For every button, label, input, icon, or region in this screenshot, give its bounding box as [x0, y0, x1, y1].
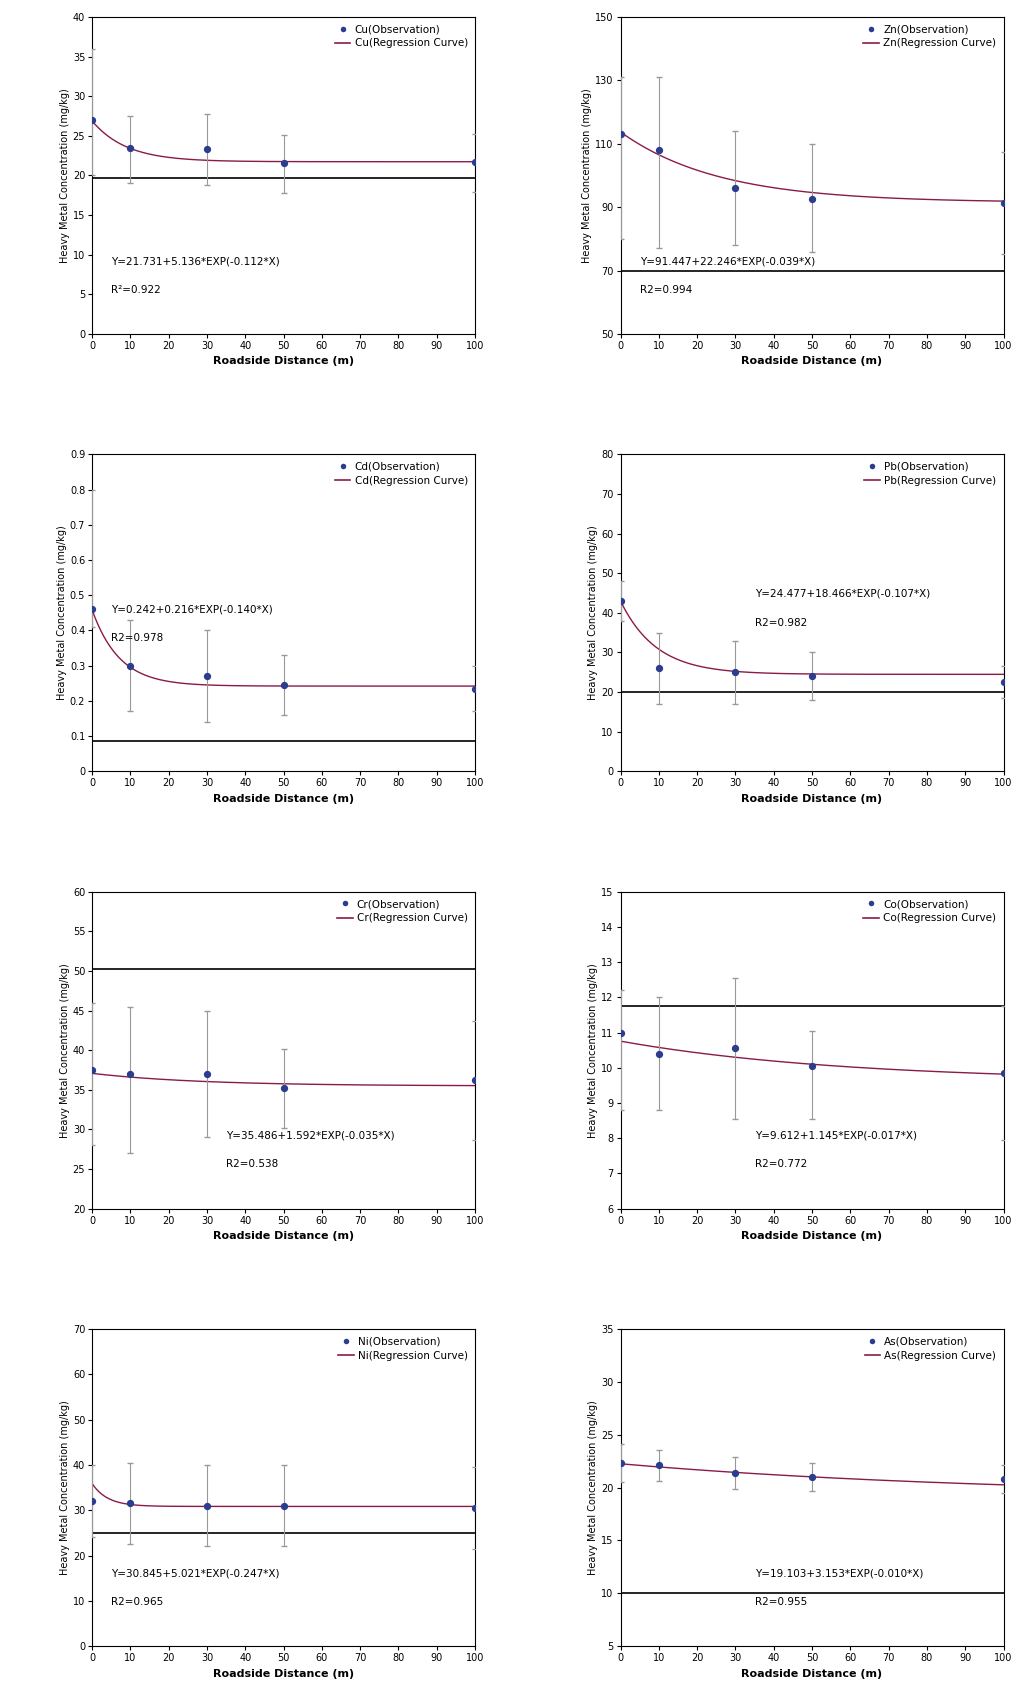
Point [275, 1074, 292, 1101]
X-axis label: Roadside Distance (m): Roadside Distance (m) [741, 1232, 883, 1241]
Point [650, 655, 667, 682]
Y-axis label: Heavy Metal Concentration (mg/kg): Heavy Metal Concentration (mg/kg) [589, 1400, 598, 1575]
Point [199, 1061, 215, 1088]
Point [199, 136, 215, 163]
Point [84, 107, 100, 134]
Point [612, 1449, 629, 1476]
Point [275, 149, 292, 176]
Y-axis label: Heavy Metal Concentration (mg/kg): Heavy Metal Concentration (mg/kg) [60, 88, 70, 263]
Point [650, 1453, 667, 1480]
Point [275, 672, 292, 699]
Point [467, 675, 483, 703]
Point [804, 662, 820, 689]
X-axis label: Roadside Distance (m): Roadside Distance (m) [213, 1232, 354, 1241]
Point [122, 1061, 138, 1088]
Point [650, 1040, 667, 1067]
Point [612, 587, 629, 614]
X-axis label: Roadside Distance (m): Roadside Distance (m) [741, 794, 883, 804]
Y-axis label: Heavy Metal Concentration (mg/kg): Heavy Metal Concentration (mg/kg) [583, 88, 592, 263]
Point [275, 1492, 292, 1519]
Legend: Ni(Observation), Ni(Regression Curve): Ni(Observation), Ni(Regression Curve) [336, 1334, 470, 1363]
X-axis label: Roadside Distance (m): Roadside Distance (m) [213, 356, 354, 367]
Point [727, 1459, 743, 1487]
Legend: Zn(Observation), Zn(Regression Curve): Zn(Observation), Zn(Regression Curve) [861, 22, 998, 51]
Text: Y=35.486+1.592*EXP(-0.035*X): Y=35.486+1.592*EXP(-0.035*X) [226, 1130, 395, 1140]
Point [199, 1492, 215, 1519]
Point [995, 1059, 1012, 1086]
Text: R²=0.922: R²=0.922 [112, 285, 161, 295]
Y-axis label: Heavy Metal Concentration (mg/kg): Heavy Metal Concentration (mg/kg) [57, 526, 67, 701]
Text: R2=0.955: R2=0.955 [755, 1597, 807, 1607]
Point [467, 148, 483, 175]
Point [84, 1057, 100, 1084]
Text: R2=0.965: R2=0.965 [112, 1597, 164, 1607]
Point [995, 669, 1012, 696]
Text: R2=0.982: R2=0.982 [755, 618, 807, 628]
Point [612, 1018, 629, 1045]
Point [804, 1052, 820, 1079]
Text: R2=0.994: R2=0.994 [640, 285, 692, 295]
Legend: Pb(Observation), Pb(Regression Curve): Pb(Observation), Pb(Regression Curve) [862, 460, 998, 489]
Point [84, 596, 100, 623]
X-axis label: Roadside Distance (m): Roadside Distance (m) [741, 356, 883, 367]
Legend: Co(Observation), Co(Regression Curve): Co(Observation), Co(Regression Curve) [861, 898, 998, 925]
Legend: Cd(Observation), Cd(Regression Curve): Cd(Observation), Cd(Regression Curve) [333, 460, 470, 489]
Text: Y=24.477+18.466*EXP(-0.107*X): Y=24.477+18.466*EXP(-0.107*X) [755, 589, 930, 599]
Point [727, 658, 743, 686]
Text: Y=21.731+5.136*EXP(-0.112*X): Y=21.731+5.136*EXP(-0.112*X) [112, 256, 280, 266]
Point [804, 1463, 820, 1490]
Y-axis label: Heavy Metal Concentration (mg/kg): Heavy Metal Concentration (mg/kg) [589, 962, 598, 1137]
X-axis label: Roadside Distance (m): Roadside Distance (m) [213, 1668, 354, 1678]
Text: Y=30.845+5.021*EXP(-0.247*X): Y=30.845+5.021*EXP(-0.247*X) [112, 1568, 280, 1578]
Text: Y=91.447+22.246*EXP(-0.039*X): Y=91.447+22.246*EXP(-0.039*X) [640, 256, 815, 266]
Text: Y=9.612+1.145*EXP(-0.017*X): Y=9.612+1.145*EXP(-0.017*X) [755, 1130, 916, 1140]
Point [467, 1067, 483, 1095]
Y-axis label: Heavy Metal Concentration (mg/kg): Heavy Metal Concentration (mg/kg) [60, 1400, 70, 1575]
Text: Y=0.242+0.216*EXP(-0.140*X): Y=0.242+0.216*EXP(-0.140*X) [112, 604, 273, 614]
Point [467, 1495, 483, 1522]
Text: Y=19.103+3.153*EXP(-0.010*X): Y=19.103+3.153*EXP(-0.010*X) [755, 1568, 923, 1578]
Point [995, 190, 1012, 217]
Point [122, 134, 138, 161]
Text: R2=0.978: R2=0.978 [112, 633, 164, 643]
Y-axis label: Heavy Metal Concentration (mg/kg): Heavy Metal Concentration (mg/kg) [60, 962, 70, 1137]
Point [199, 662, 215, 689]
Y-axis label: Heavy Metal Concentration (mg/kg): Heavy Metal Concentration (mg/kg) [589, 526, 598, 701]
Legend: As(Observation), As(Regression Curve): As(Observation), As(Regression Curve) [862, 1334, 998, 1363]
Point [122, 1490, 138, 1517]
Point [995, 1466, 1012, 1493]
Point [804, 185, 820, 212]
Legend: Cu(Observation), Cu(Regression Curve): Cu(Observation), Cu(Regression Curve) [333, 22, 470, 51]
Text: R2=0.538: R2=0.538 [226, 1159, 279, 1169]
Point [727, 1035, 743, 1062]
Point [122, 652, 138, 679]
X-axis label: Roadside Distance (m): Roadside Distance (m) [213, 794, 354, 804]
Point [650, 136, 667, 163]
X-axis label: Roadside Distance (m): Roadside Distance (m) [741, 1668, 883, 1678]
Legend: Cr(Observation), Cr(Regression Curve): Cr(Observation), Cr(Regression Curve) [335, 898, 470, 925]
Point [84, 1488, 100, 1515]
Point [612, 120, 629, 148]
Point [727, 175, 743, 202]
Text: R2=0.772: R2=0.772 [755, 1159, 807, 1169]
